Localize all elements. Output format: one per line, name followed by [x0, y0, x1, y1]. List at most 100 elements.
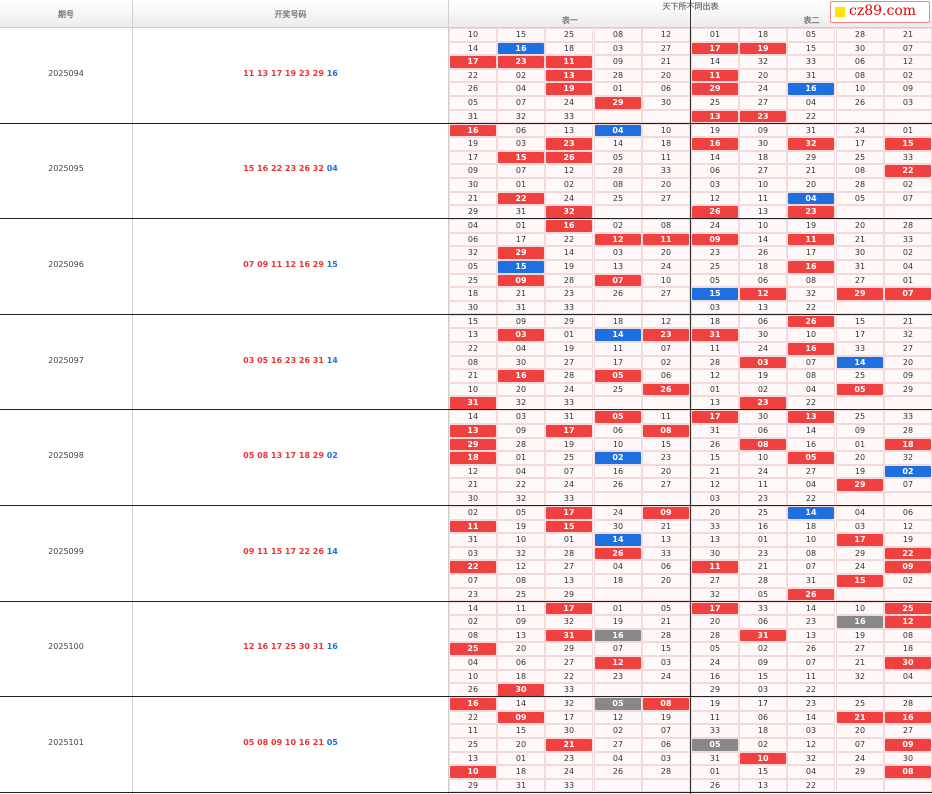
grid-cell-bg — [449, 246, 497, 260]
number-cell: 20 — [660, 70, 672, 80]
number-cell: 28 — [563, 548, 575, 558]
number-cell: 01 — [612, 603, 624, 613]
number-cell: 30 — [854, 43, 866, 53]
grid-cell-bg — [594, 300, 642, 315]
number-cell: 26 — [788, 315, 834, 328]
draw-numbers: 09 11 15 17 22 26 14 — [133, 547, 448, 556]
number-cell: 19 — [612, 617, 624, 627]
grid-cell-bg — [691, 164, 739, 178]
grid-cell-bg — [739, 410, 787, 424]
grid-cell-bg — [739, 55, 787, 69]
number-cell: 01 — [612, 84, 624, 94]
number-cell: 24 — [563, 193, 575, 203]
number-cell: 30 — [467, 494, 479, 503]
number-cell: 26 — [788, 588, 834, 601]
grid-cell-bg — [691, 382, 739, 397]
number-cell: 01 — [563, 535, 575, 545]
number-cell: 15 — [546, 520, 592, 533]
grid-cell-bg — [787, 164, 835, 178]
number-cell: 16 — [450, 698, 496, 710]
grid-cell-bg — [497, 424, 545, 438]
number-cell: 33 — [660, 166, 672, 176]
grid-cell-bg — [691, 219, 739, 233]
grid-cell-bg — [642, 587, 690, 602]
number-cell: 09 — [467, 166, 479, 176]
grid-cell-bg — [739, 342, 787, 356]
number-cell: 10 — [467, 671, 479, 681]
grid-cell-bg — [836, 137, 884, 151]
draw-red-numbers: 15 16 22 23 26 32 — [243, 164, 327, 174]
draw-numbers: 11 13 17 19 23 29 16 — [133, 69, 448, 78]
number-cell: 21 — [837, 711, 883, 724]
number-cell: 19 — [546, 83, 592, 95]
number-cell: 08 — [515, 576, 527, 585]
number-cell: 04 — [805, 98, 817, 107]
period-separator — [0, 122, 932, 124]
number-cell: 11 — [546, 56, 592, 68]
grid-cell-bg — [739, 260, 787, 274]
number-cell: 30 — [709, 548, 721, 558]
draw-red-numbers: 12 16 17 25 30 31 — [243, 642, 327, 652]
number-cell: 04 — [805, 384, 817, 394]
number-cell: 12 — [709, 371, 721, 381]
number-cell: 10 — [854, 84, 866, 94]
grid-cell-bg — [642, 246, 690, 260]
grid-cell-bg — [594, 150, 642, 165]
grid-cell-bg — [739, 82, 787, 96]
number-cell: 26 — [546, 151, 592, 164]
grid-cell-bg — [449, 178, 497, 192]
grid-cell-bg — [836, 369, 884, 383]
number-cell: 15 — [498, 151, 544, 164]
grid-cell-bg — [836, 41, 884, 56]
grid-cell-bg — [497, 123, 545, 138]
grid-cell-bg — [787, 96, 835, 110]
period-column-header: 期号 — [58, 10, 74, 19]
number-cell: 29 — [805, 152, 817, 162]
number-cell: 22 — [467, 712, 479, 722]
grid-cell-bg — [497, 137, 545, 151]
grid-cell-bg — [787, 287, 835, 301]
grid-cell-bg — [642, 150, 690, 165]
number-cell: 22 — [467, 344, 479, 353]
number-cell: 27 — [612, 740, 624, 749]
number-cell: 01 — [709, 30, 721, 39]
grid-cell-bg — [594, 587, 642, 602]
number-cell: 12 — [595, 657, 641, 669]
number-cell: 24 — [757, 466, 769, 476]
number-cell: 25 — [885, 602, 931, 615]
number-cell: 16 — [498, 370, 544, 382]
number-cell: 30 — [854, 248, 866, 258]
number-cell: 20 — [660, 180, 672, 189]
number-cell: 29 — [709, 685, 721, 695]
number-cell: 22 — [498, 192, 544, 205]
number-cell: 13 — [757, 302, 769, 312]
grid-cell-bg — [449, 314, 497, 329]
grid-cell-bg — [545, 123, 593, 138]
grid-cell-bg — [836, 314, 884, 329]
grid-cell-bg — [836, 164, 884, 178]
number-cell: 27 — [660, 193, 672, 203]
number-cell: 08 — [854, 166, 866, 176]
number-cell: 09 — [757, 658, 769, 667]
number-cell: 26 — [595, 547, 641, 560]
number-cell: 23 — [546, 138, 592, 150]
grid-cell-bg — [836, 342, 884, 356]
number-cell: 09 — [885, 739, 931, 751]
grid-cell-bg — [884, 205, 932, 219]
grid-cell-bg — [449, 328, 497, 342]
number-cell: 06 — [660, 740, 672, 749]
grid-cell-bg — [497, 219, 545, 233]
grid-cell-bg — [594, 246, 642, 260]
grid-cell-bg — [884, 109, 932, 124]
number-cell: 05 — [837, 383, 883, 396]
grid-cell-bg — [594, 355, 642, 370]
number-cell: 33 — [805, 57, 817, 67]
grid-cell-bg — [642, 68, 690, 83]
grid-cell-bg — [594, 219, 642, 233]
number-cell: 26 — [709, 439, 721, 449]
grid-cell-bg — [497, 68, 545, 83]
number-cell: 31 — [515, 302, 527, 312]
number-cell: 03 — [709, 180, 721, 189]
number-cell: 17 — [450, 56, 496, 68]
number-cell: 04 — [612, 562, 624, 572]
